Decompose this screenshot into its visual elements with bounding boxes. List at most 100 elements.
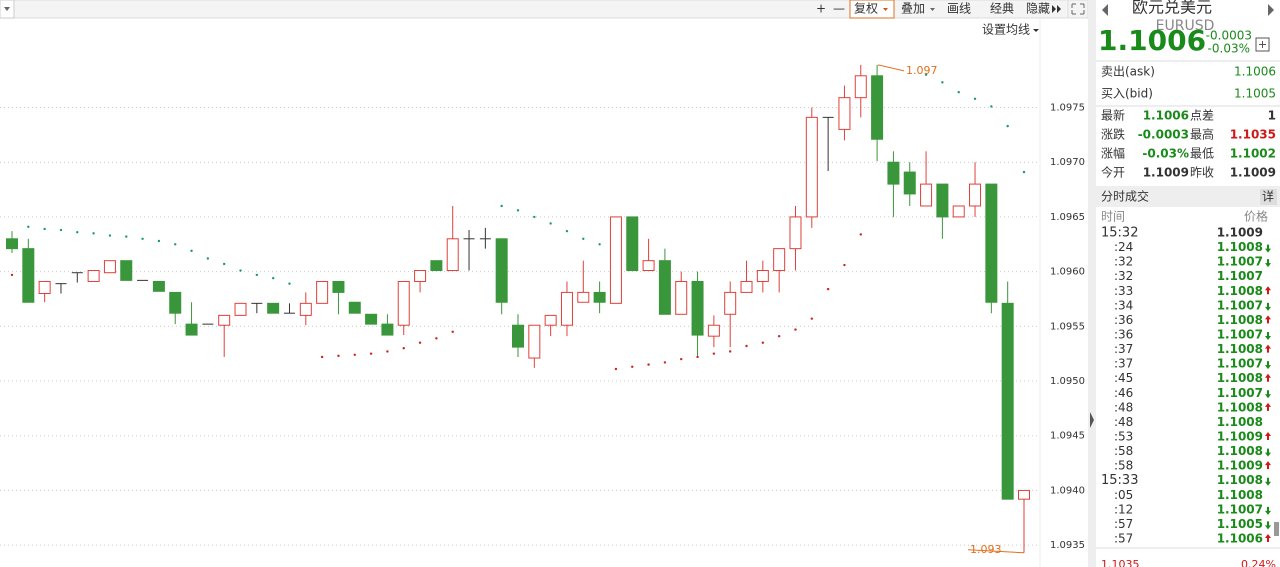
ma-setting[interactable]: 设置均线 [982, 23, 1030, 37]
y-tick-label: 1.0975 [1050, 103, 1085, 114]
trade-time: 15:33 [1101, 473, 1138, 488]
y-tick-label: 1.0960 [1050, 267, 1085, 278]
sar-dot [418, 341, 422, 344]
candle-body [952, 205, 965, 218]
sar-dot [43, 227, 46, 231]
y-tick-label: 1.0940 [1050, 485, 1085, 496]
candle-body [920, 183, 933, 207]
candle-body [299, 302, 312, 316]
toolbar-button[interactable]: 复权 [854, 2, 878, 16]
toolbar-button[interactable]: 隐藏 [1026, 2, 1050, 16]
sar-dot [239, 269, 242, 272]
sar-dot [973, 97, 977, 100]
candle-body [446, 238, 459, 272]
sar-dot [941, 81, 944, 84]
toolbar-button[interactable]: — [833, 2, 845, 16]
trade-direction [1265, 373, 1271, 382]
candle-body [903, 171, 916, 195]
y-tick-label: 1.0945 [1050, 431, 1085, 442]
prev-button[interactable] [1102, 4, 1108, 16]
sar-dot [990, 105, 993, 108]
menu-icon [4, 7, 10, 11]
quote-change-pct: -0.03% [1208, 42, 1250, 56]
sar-dot [255, 273, 259, 277]
candle-body [6, 238, 18, 250]
candle-body [887, 161, 900, 185]
trade-direction [1265, 302, 1271, 311]
fullscreen-button[interactable] [1067, 0, 1089, 19]
toolbar-button[interactable]: + [816, 2, 826, 16]
trade-direction [1265, 361, 1271, 370]
sar-dot [745, 344, 748, 348]
sar-dot [337, 354, 340, 358]
toolbar-button[interactable]: 叠加 [901, 2, 925, 16]
candle-body [87, 270, 100, 282]
candle-body [169, 291, 182, 314]
sar-dot [157, 239, 161, 243]
stat-label: 最新 [1101, 108, 1125, 123]
candle-body [854, 75, 867, 99]
sar-dot [810, 317, 814, 320]
candle-body [1018, 489, 1030, 500]
trade-time: :33 [1114, 284, 1133, 298]
y-tick-label: 1.0935 [1050, 540, 1085, 551]
trade-price: 1.1006 [1217, 532, 1263, 546]
trade-price: 1.1007 [1217, 357, 1263, 371]
sar-dot [598, 243, 601, 246]
sar-dot [777, 334, 781, 338]
candle-body [756, 270, 769, 282]
trade-direction [1265, 286, 1271, 295]
y-tick-label: 1.0955 [1050, 321, 1085, 332]
candle-body [544, 314, 557, 326]
sar-dot [500, 204, 503, 208]
trade-time: :36 [1114, 313, 1133, 327]
stat-value: 1.1009 [1230, 166, 1276, 180]
candle-body [185, 323, 198, 336]
candle-body [871, 75, 884, 140]
quote-code: EURUSD [1156, 18, 1215, 34]
candle-body [593, 291, 606, 303]
ask-value: 1.1006 [1234, 65, 1276, 79]
stat-label: 昨收 [1190, 166, 1214, 180]
candle-body [495, 238, 508, 303]
trade-time: :32 [1114, 255, 1133, 269]
scrollbar[interactable] [1274, 522, 1279, 536]
candle-body [707, 324, 720, 337]
sar-dot [386, 350, 389, 353]
sar-dot [614, 367, 618, 371]
sar-dot [696, 355, 699, 359]
next-button[interactable] [1268, 4, 1274, 16]
candle-body [152, 280, 165, 292]
sar-dot [843, 263, 846, 267]
sar-dot [402, 347, 405, 350]
trade-direction [1265, 534, 1271, 542]
sar-dot [859, 233, 862, 236]
sar-dot [10, 273, 14, 277]
quote-price: 1.1006 [1098, 24, 1206, 57]
toolbar-button[interactable]: 画线 [947, 2, 971, 16]
candle-body [805, 116, 818, 218]
trade-time: :34 [1114, 298, 1133, 312]
bid-label: 买入(bid) [1101, 87, 1153, 101]
trade-price: 1.1007 [1217, 269, 1263, 283]
sar-dot [565, 229, 569, 233]
hide-icon [1052, 5, 1061, 13]
splitter[interactable] [1088, 0, 1096, 567]
trades-title: 分时成交 [1101, 189, 1149, 204]
sar-dot [59, 228, 63, 232]
candle-body [642, 260, 655, 272]
trade-direction [1265, 477, 1271, 486]
sar-dot [1022, 170, 1026, 174]
detail-button[interactable] [1260, 189, 1277, 205]
toolbar-button[interactable]: 经典 [990, 2, 1014, 16]
candle-body [234, 302, 247, 316]
trade-price: 1.1008 [1217, 313, 1263, 327]
ma-arrow [1033, 29, 1039, 32]
sar-dot [761, 341, 765, 344]
time-header: 时间 [1101, 210, 1125, 224]
sar-dot [794, 328, 797, 331]
trade-price: 1.1008 [1217, 444, 1263, 458]
sar-dot [957, 91, 960, 94]
trade-time: :37 [1114, 342, 1133, 356]
